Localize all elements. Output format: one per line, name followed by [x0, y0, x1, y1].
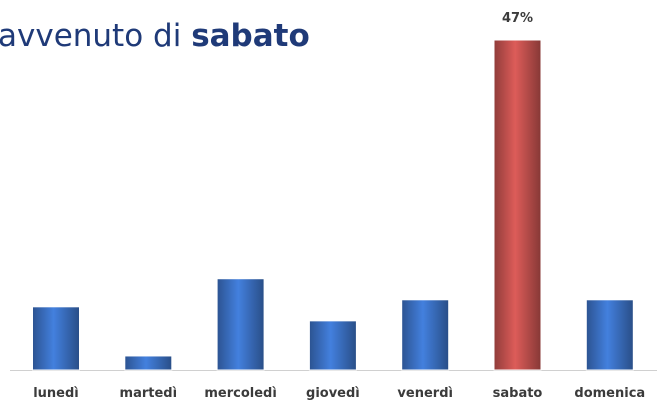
- x-tick-label: giovedì: [306, 386, 360, 401]
- chart-title: avvenuto di sabato: [0, 18, 310, 54]
- x-tick-label: mercoledì: [204, 386, 276, 401]
- bar: [401, 299, 450, 371]
- bar: [216, 278, 265, 371]
- bar: [124, 355, 173, 371]
- bar: [493, 39, 542, 371]
- x-tick-label: lunedì: [33, 386, 79, 401]
- x-tick-label: venerdì: [397, 386, 453, 401]
- x-tick-label: sabato: [493, 386, 543, 401]
- title-text: avvenuto di: [0, 18, 181, 54]
- bar: [308, 320, 357, 371]
- bar: [585, 299, 634, 371]
- value-label: 47%: [502, 11, 533, 26]
- x-tick-label: domenica: [574, 386, 645, 401]
- title-bold: sabato: [191, 18, 310, 54]
- x-tick-label: martedì: [120, 386, 178, 401]
- bar: [32, 306, 80, 371]
